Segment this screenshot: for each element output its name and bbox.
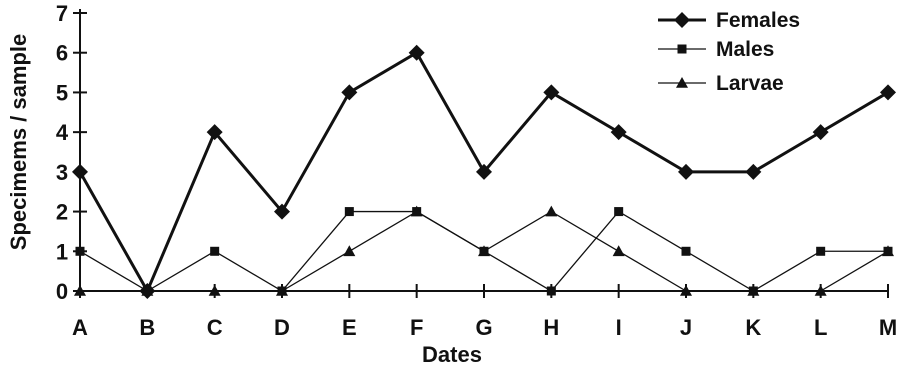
data-point-larvae xyxy=(747,285,760,296)
data-point-larvae xyxy=(208,285,221,296)
data-point-larvae xyxy=(612,245,625,257)
data-point-larvae xyxy=(814,285,827,296)
y-tick-label: 4 xyxy=(56,120,69,145)
data-point-females xyxy=(543,84,560,101)
legend-marker-males xyxy=(677,44,687,54)
data-point-larvae xyxy=(343,245,356,257)
data-point-females xyxy=(206,124,223,141)
data-point-females xyxy=(678,163,694,180)
data-point-larvae xyxy=(410,205,423,217)
x-tick-label: L xyxy=(814,315,827,340)
legend-label-females: Females xyxy=(716,9,800,32)
data-point-females xyxy=(72,163,88,180)
series-larvae xyxy=(74,205,894,296)
data-point-larvae xyxy=(74,285,86,296)
x-tick-label: D xyxy=(274,315,290,340)
data-point-males xyxy=(210,246,220,256)
x-tick-label: M xyxy=(879,315,897,340)
y-tick-label: 1 xyxy=(56,239,68,264)
series-layer xyxy=(72,44,896,299)
data-point-larvae xyxy=(141,285,154,296)
data-point-females xyxy=(880,84,896,101)
data-point-larvae xyxy=(478,245,490,257)
data-point-males xyxy=(546,286,556,296)
data-point-males xyxy=(344,207,354,217)
legend-marker-females xyxy=(674,12,690,28)
data-point-females xyxy=(341,84,358,101)
data-point-males xyxy=(75,246,85,256)
x-tick-label: E xyxy=(342,315,357,340)
legend-label-larvae: Larvae xyxy=(716,72,784,95)
data-point-females xyxy=(610,124,627,141)
legend-label-males: Males xyxy=(716,38,774,61)
data-point-males xyxy=(614,207,624,217)
x-tick-label: G xyxy=(475,315,492,340)
data-point-males xyxy=(816,246,826,256)
legend-item-males: Males xyxy=(658,38,774,61)
x-tick-label: J xyxy=(680,315,692,340)
legend-item-larvae: Larvae xyxy=(658,72,784,95)
x-tick-label: I xyxy=(616,315,622,340)
y-tick-label: 2 xyxy=(56,200,68,225)
y-tick-label: 7 xyxy=(56,1,68,26)
legend: Females Males Larvae xyxy=(658,9,800,95)
y-axis-title: Specimems / sample xyxy=(6,34,31,250)
legend-marker-larvae xyxy=(676,77,688,88)
data-point-females xyxy=(274,203,290,220)
data-point-larvae xyxy=(680,285,692,296)
data-point-larvae xyxy=(545,205,558,217)
legend-item-females: Females xyxy=(658,9,800,32)
y-tick-label: 0 xyxy=(56,279,68,304)
x-axis-title: Dates xyxy=(422,342,482,367)
data-point-larvae xyxy=(882,245,894,257)
x-tick-label: H xyxy=(543,315,559,340)
x-tick-label: F xyxy=(410,315,423,340)
data-point-females xyxy=(745,163,762,180)
y-tick-label: 6 xyxy=(56,41,68,66)
data-point-larvae xyxy=(276,285,288,296)
data-point-females xyxy=(476,163,492,180)
x-tick-label: A xyxy=(72,315,88,340)
x-tick-label: B xyxy=(139,315,155,340)
data-point-males xyxy=(681,246,691,256)
x-tick-label: C xyxy=(207,315,223,340)
y-tick-label: 5 xyxy=(56,80,68,105)
data-point-females xyxy=(408,44,425,61)
y-tick-label: 3 xyxy=(56,160,68,185)
x-tick-label: K xyxy=(745,315,761,340)
data-point-females xyxy=(812,124,829,141)
